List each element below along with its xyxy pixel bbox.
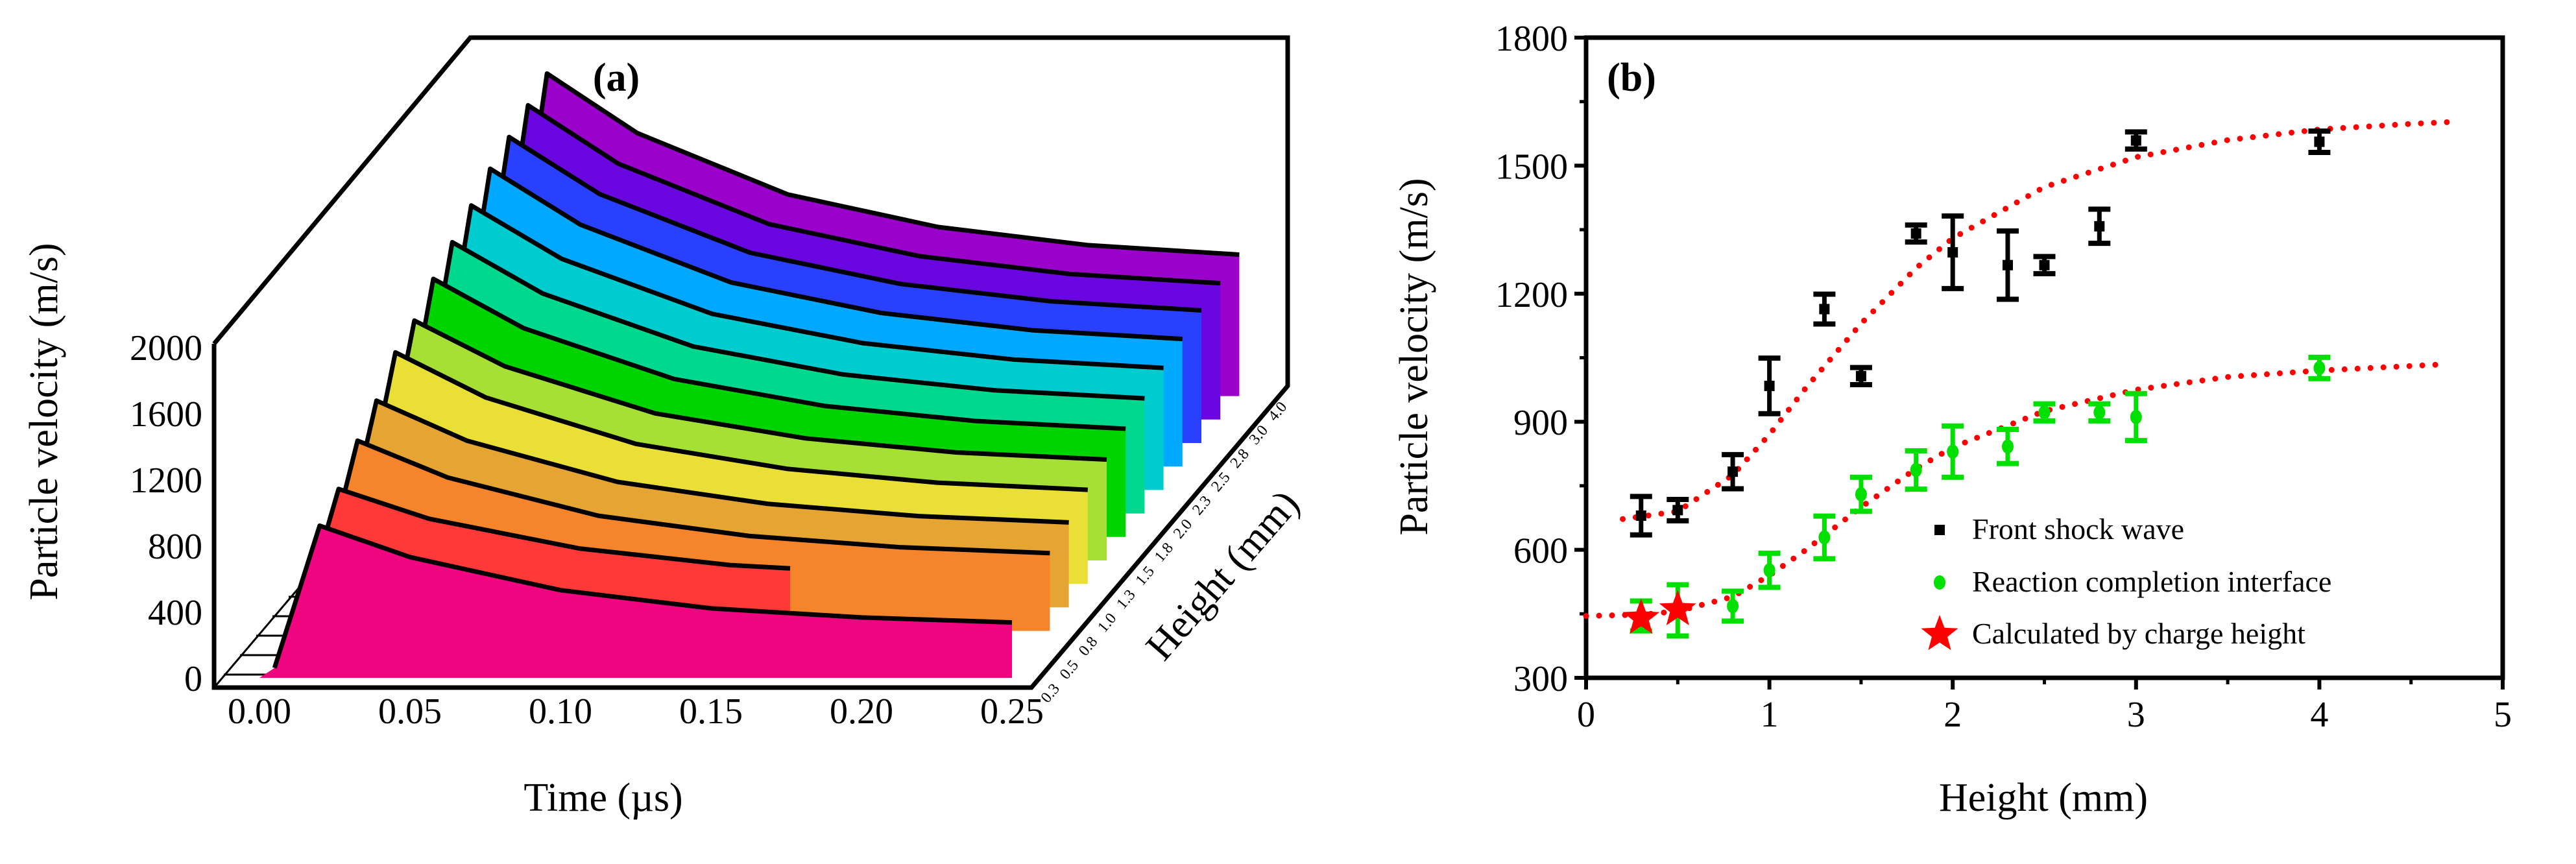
data-point-circle <box>1818 530 1831 545</box>
data-point-circle <box>1727 599 1739 614</box>
slab-outline-0.5 <box>291 486 791 645</box>
data-point-square <box>1635 510 1646 521</box>
legend-marker-square <box>1934 525 1945 535</box>
data-point-square <box>1727 466 1739 477</box>
y-tick-label: 800 <box>148 527 202 567</box>
legend-label: Calculated by charge height <box>1972 617 2305 650</box>
panel-b-y-axis-title: Particle velocity (m/s) <box>1392 178 1436 536</box>
slab-outline-1.0 <box>329 398 1069 598</box>
data-point-circle <box>1947 444 1959 459</box>
data-point-square <box>2039 259 2050 270</box>
slab-outline-4.0 <box>500 71 1240 387</box>
slab-outline-0.3 <box>272 523 1013 669</box>
panel-a-x-axis-title: Time (µs) <box>524 776 682 820</box>
data-point-circle <box>2038 405 2051 420</box>
legend-label: Reaction completion interface <box>1972 565 2331 598</box>
panel-a-z-axis-title: Height (mm) <box>1138 482 1308 669</box>
slab-outline-2.8 <box>461 134 1202 434</box>
x-tick-label: 0.25 <box>980 691 1044 732</box>
x-tick-label: 3 <box>2127 695 2145 735</box>
height-tick-label: 3.0 <box>1246 422 1271 448</box>
x-tick-label: 0.10 <box>529 691 592 732</box>
height-tick-label: 0.5 <box>1057 657 1082 683</box>
data-point-square <box>1855 370 1866 381</box>
slab-outline-2.0 <box>405 239 1145 504</box>
x-tick-label: 4 <box>2310 695 2328 735</box>
slab-outline-1.8 <box>385 276 1126 528</box>
panel-b-scatter-chart: (b) Height (mm) Particle velocity (m/s) … <box>1392 19 2512 820</box>
data-point-square <box>1672 505 1683 516</box>
y-tick-label: 400 <box>148 593 202 633</box>
legend-label: Front shock wave <box>1972 512 2184 546</box>
data-point-square <box>2002 259 2013 270</box>
y-tick-label: 1600 <box>130 394 202 435</box>
data-point-circle <box>2001 439 2014 454</box>
data-point-circle <box>1855 487 1867 502</box>
data-point-square <box>2130 135 2141 146</box>
panel-a-label: (a) <box>593 56 640 100</box>
slab-outline-3.0 <box>480 102 1221 411</box>
data-point-circle <box>2093 405 2106 420</box>
slab-outline-2.3 <box>424 203 1164 481</box>
y-tick-label: 900 <box>1513 403 1568 443</box>
data-point-square <box>1764 380 1775 391</box>
y-tick-label: 600 <box>1513 531 1568 571</box>
data-point-square <box>1910 228 1921 239</box>
height-tick-label: 4.0 <box>1265 399 1290 425</box>
x-tick-label: 2 <box>1944 695 1962 735</box>
slab-0.3 <box>259 525 1012 678</box>
x-tick-label: 0.15 <box>679 691 743 732</box>
panel-b-x-axis-title: Height (mm) <box>1939 776 2148 820</box>
x-tick-label: 0 <box>1577 695 1595 735</box>
y-tick-label: 0 <box>184 659 202 699</box>
panel-a-waterfall-chart: (a) Time (µs) Particle velocity (m/s) He… <box>22 35 1308 820</box>
panel-b-label: (b) <box>1607 56 1656 100</box>
fit-curve-0 <box>1620 119 2451 522</box>
x-tick-label: 1 <box>1761 695 1779 735</box>
legend-marker-star <box>1921 615 1958 651</box>
slab-outline-2.5 <box>442 166 1183 457</box>
y-tick-label: 2000 <box>130 328 202 368</box>
height-tick-label: 0.8 <box>1076 634 1101 660</box>
data-point-square <box>2314 136 2325 147</box>
legend-marker-circle <box>1934 575 1945 590</box>
y-tick-label: 1200 <box>1495 275 1568 315</box>
data-point-square <box>2094 221 2105 232</box>
y-tick-label: 1200 <box>130 461 202 501</box>
y-tick-label: 300 <box>1513 659 1568 699</box>
slab-outline-1.5 <box>367 318 1107 551</box>
data-point-square <box>1819 304 1830 315</box>
panel-a-y-axis-title: Particle velocity (m/s) <box>22 243 66 601</box>
height-tick-label: 1.0 <box>1094 610 1120 636</box>
y-tick-label: 1800 <box>1495 19 1568 59</box>
x-tick-label: 0.05 <box>378 691 442 732</box>
x-tick-label: 0.20 <box>830 691 893 732</box>
height-tick-label: 1.3 <box>1113 586 1138 612</box>
data-point-circle <box>2130 409 2142 424</box>
data-point-circle <box>2313 361 2326 376</box>
data-point-star <box>1659 590 1696 625</box>
data-point-square <box>1947 246 1958 258</box>
data-point-circle <box>1910 462 1922 477</box>
slab-outline-1.3 <box>348 350 1088 575</box>
y-tick-label: 1500 <box>1495 147 1568 187</box>
data-point-star <box>1622 598 1660 634</box>
slab-outline-0.8 <box>310 438 1050 622</box>
data-point-circle <box>1763 563 1776 578</box>
x-tick-label: 0.00 <box>228 691 291 732</box>
x-tick-label: 5 <box>2494 695 2512 735</box>
